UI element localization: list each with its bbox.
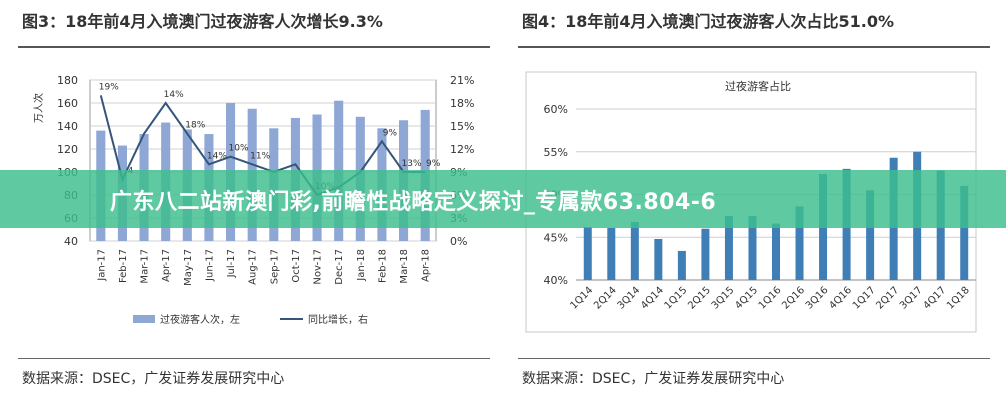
left-x-tick-label: Jun-17 [204,249,215,282]
left-x-tick-label: May-17 [183,249,194,286]
left-data-label: 19% [99,82,119,92]
right-x-tick-label: 4Q15 [733,285,760,312]
left-x-tick-label: Jan-18 [356,249,367,282]
left-data-label: 14% [207,151,227,161]
right-bar [583,226,592,280]
right-bar [748,215,757,280]
left-x-tick-label: Apr-17 [161,249,172,282]
left-x-tick-label: Dec-17 [334,249,345,285]
right-x-tick-label: 4Q16 [827,285,854,312]
left-y2-tick-label: 18% [450,97,474,110]
right-bar [866,190,875,280]
left-data-label: 11% [250,151,270,161]
left-y-tick-label: 40 [64,235,78,248]
right-inner-title: 过夜游客占比 [725,79,791,93]
left-x-tick-label: Aug-17 [248,249,259,285]
right-x-tick-label: 1Q18 [945,285,972,312]
left-x-tick-label: Jan-17 [96,249,107,282]
left-legend-line-label: 同比增长，右 [308,313,368,326]
left-x-tick-label: Apr-18 [421,249,432,282]
left-data-label: 14% [164,90,184,100]
left-x-tick-label: Sep-17 [269,249,280,284]
left-y-axis-label: 万人次 [32,93,45,123]
left-y-tick-label: 140 [57,120,78,133]
right-y-tick-label: 60% [544,103,568,116]
left-y-tick-label: 120 [57,143,78,156]
left-legend-bar-swatch [133,315,155,323]
left-x-tick-label: Oct-17 [291,249,302,283]
left-x-tick-label: Nov-17 [313,249,324,285]
right-x-tick-label: 1Q15 [663,285,690,312]
right-x-tick-label: 2Q15 [686,285,713,312]
right-y-tick-label: 40% [544,274,568,287]
left-bottom-rule [18,358,490,359]
left-source: 数据来源：DSEC，广发证券发展研究中心 [22,371,285,387]
right-x-tick-label: 1Q14 [569,285,596,312]
left-y2-tick-label: 15% [450,120,474,133]
right-bar [654,238,663,280]
left-data-label: 13% [402,159,422,169]
left-data-label: 18% [185,121,205,131]
right-x-tick-label: 4Q14 [639,285,666,312]
left-y2-tick-label: 0% [450,235,467,248]
left-title-rule [18,46,490,48]
right-x-tick-label: 2Q14 [592,285,619,312]
right-bar [701,228,710,280]
right-title-rule [518,46,990,48]
right-bar [607,227,616,280]
right-chart-title: 图4：18年前4月入境澳门过夜游客人次占比51.0% [522,12,895,31]
right-bar [795,206,804,280]
overlay-banner-text: 广东八二站新澳门彩,前瞻性战略定义探讨_专属款63.804-6 [110,190,717,215]
right-x-tick-label: 2Q16 [780,285,807,312]
left-x-tick-label: Feb-17 [118,249,129,283]
left-y-tick-label: 160 [57,97,78,110]
right-bar [630,221,639,280]
right-bar [677,250,686,280]
right-x-tick-label: 4Q17 [921,285,948,312]
left-growth-line [99,95,426,197]
overlay-banner[interactable]: 广东八二站新澳门彩,前瞻性战略定义探讨_专属款63.804-6 [0,170,1006,228]
right-source: 数据来源：DSEC，广发证券发展研究中心 [522,371,785,387]
right-bar [724,215,733,280]
left-data-label: 10% [229,144,249,154]
right-x-tick-label: 3Q16 [804,285,831,312]
right-x-tick-label: 2Q17 [874,285,901,312]
right-y-tick-label: 55% [544,146,568,159]
right-y-tick-label: 45% [544,231,568,244]
right-x-tick-label: 1Q17 [851,285,878,312]
left-x-tick-label: Mar-18 [399,249,410,284]
left-y2-tick-label: 12% [450,143,474,156]
left-data-label: 9% [426,159,441,169]
right-x-tick-label: 3Q14 [616,285,643,312]
right-x-tick-label: 3Q17 [898,285,925,312]
left-data-label: 9% [383,128,398,138]
left-chart-title: 图3：18年前4月入境澳门过夜游客人次增长9.3% [22,12,383,31]
left-y2-tick-label: 21% [450,74,474,87]
right-bottom-rule [518,358,990,359]
right-bar [960,185,969,280]
left-legend-bar-label: 过夜游客人次，左 [160,313,240,326]
left-x-tick-label: Jul-17 [226,249,237,278]
right-bar [772,223,780,280]
left-x-tick-label: Mar-17 [140,249,151,284]
right-x-tick-label: 3Q15 [710,285,737,312]
left-y-tick-label: 180 [57,74,78,87]
left-x-tick-label: Feb-18 [377,249,388,283]
right-x-tick-label: 1Q16 [757,285,784,312]
